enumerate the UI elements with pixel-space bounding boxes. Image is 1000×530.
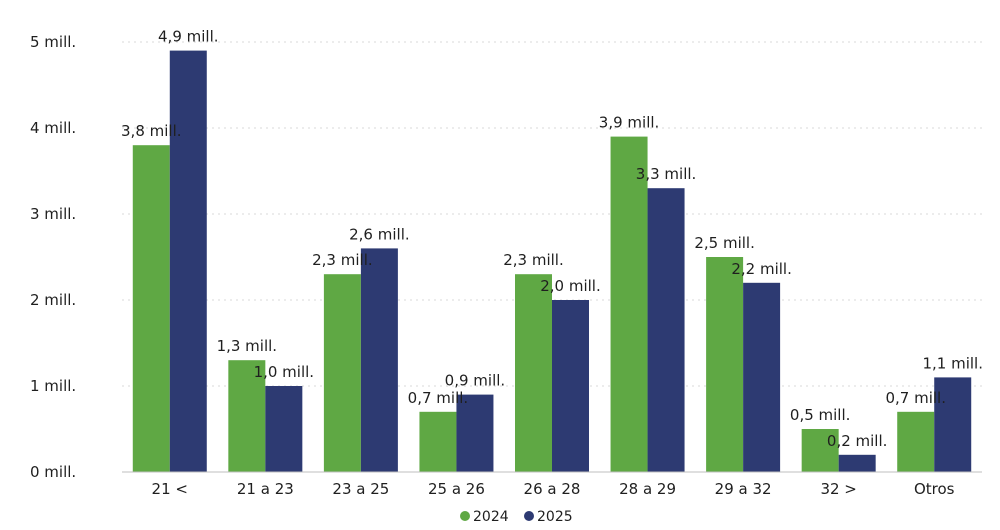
data-label-2025-7: 0,2 mill. <box>827 432 888 450</box>
bar-2024-8 <box>897 411 935 472</box>
data-label-2025-0: 4,9 mill. <box>158 28 219 46</box>
data-label-2025-4: 2,0 mill. <box>540 277 601 295</box>
y-tick-label: 5 mill. <box>30 33 76 51</box>
bar-2025-2 <box>360 248 398 472</box>
y-tick-label: 0 mill. <box>30 463 76 481</box>
x-category-label: 26 a 28 <box>524 480 581 498</box>
data-label-2025-2: 2,6 mill. <box>349 225 410 243</box>
y-tick-label: 4 mill. <box>30 119 76 137</box>
x-category-label: 21 < <box>152 480 188 498</box>
bar-2025-8 <box>934 377 972 472</box>
bar-2025-4 <box>552 300 589 472</box>
x-axis-categories: 21 < 21 a 23 23 a 25 25 a 26 26 a 28 28 a 29 2… <box>152 480 955 498</box>
bar-2025-5 <box>647 188 685 472</box>
data-label-2025-1: 1,0 mill. <box>254 363 315 381</box>
bar-2025-7 <box>838 454 876 472</box>
legend-label-2024: 2024 <box>473 509 509 525</box>
x-category-label: 25 a 26 <box>428 480 485 498</box>
data-label-2025-3: 0,9 mill. <box>445 372 506 390</box>
bars <box>132 50 972 472</box>
y-tick-label: 1 mill. <box>30 377 76 395</box>
bar-2024-0 <box>132 145 170 472</box>
x-category-label: 21 a 23 <box>237 480 294 498</box>
y-tick-label: 3 mill. <box>30 205 76 223</box>
data-label-2024-1: 1,3 mill. <box>217 337 278 355</box>
data-label-2024-5: 3,9 mill. <box>599 114 660 132</box>
legend-label-2025: 2025 <box>537 509 573 525</box>
legend-swatch-2024 <box>460 511 470 521</box>
data-label-2024-0: 3,8 mill. <box>121 122 182 140</box>
bar-2025-6 <box>743 282 781 472</box>
bar-2024-5 <box>610 136 648 472</box>
bar-2025-0 <box>169 50 207 472</box>
data-label-2025-6: 2,2 mill. <box>731 260 792 278</box>
x-category-label: Otros <box>914 480 955 498</box>
bar-2025-3 <box>456 394 494 472</box>
legend-swatch-2025 <box>524 511 534 521</box>
data-label-2025-5: 3,3 mill. <box>636 165 697 183</box>
x-category-label: 29 a 32 <box>715 480 772 498</box>
bar-2024-2 <box>323 274 361 472</box>
data-label-2024-8: 0,7 mill. <box>885 389 946 407</box>
data-label-2024-3: 0,7 mill. <box>408 389 469 407</box>
bar-2024-1 <box>228 360 266 472</box>
y-axis-ticks: 0 mill. 1 mill. 2 mill. 3 mill. 4 mill. 5 mil… <box>30 33 76 481</box>
bar-2024-7 <box>801 429 839 472</box>
x-category-label: 23 a 25 <box>332 480 389 498</box>
x-category-label: 28 a 29 <box>619 480 676 498</box>
data-labels: 3,8 mill. 4,9 mill. 1,3 mill. 1,0 mill. 2,3 … <box>121 28 983 450</box>
bar-2025-1 <box>265 386 303 472</box>
bar-2024-4 <box>515 274 552 472</box>
data-label-2024-2: 2,3 mill. <box>312 251 373 269</box>
y-tick-label: 2 mill. <box>30 291 76 309</box>
data-label-2024-6: 2,5 mill. <box>694 234 755 252</box>
bar-2024-3 <box>419 411 457 472</box>
data-label-2025-8: 1,1 mill. <box>922 354 983 372</box>
x-category-label: 32 > <box>820 480 856 498</box>
legend: 2024 2025 <box>460 509 573 525</box>
data-label-2024-4: 2,3 mill. <box>503 251 564 269</box>
data-label-2024-7: 0,5 mill. <box>790 406 851 424</box>
bar-2024-6 <box>706 257 744 472</box>
